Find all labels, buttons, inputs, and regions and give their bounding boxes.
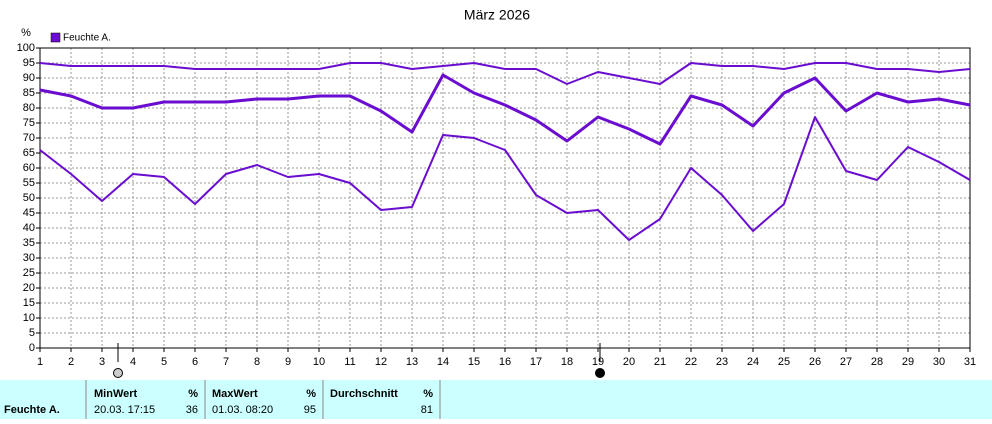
y-tick-label: 65 bbox=[23, 147, 35, 159]
x-tick-label: 24 bbox=[747, 356, 759, 368]
y-tick-label: 5 bbox=[29, 327, 35, 339]
x-tick-label: 4 bbox=[130, 356, 136, 368]
stats-table bbox=[0, 380, 992, 419]
data-line bbox=[39, 73, 971, 146]
y-tick-label: 20 bbox=[23, 282, 35, 294]
x-tick-label: 10 bbox=[313, 356, 325, 368]
y-unit: % bbox=[21, 27, 31, 39]
x-tick-label: 6 bbox=[192, 356, 198, 368]
y-tick-label: 0 bbox=[29, 342, 35, 354]
x-tick-label: 9 bbox=[285, 356, 291, 368]
y-tick-label: 15 bbox=[23, 297, 35, 309]
x-tick-label: 3 bbox=[99, 356, 105, 368]
x-tick-label: 1 bbox=[37, 356, 43, 368]
min-value: 36 bbox=[186, 404, 198, 416]
y-tick-label: 60 bbox=[23, 162, 35, 174]
y-tick-label: 90 bbox=[23, 72, 35, 84]
col-header: Durchschnitt bbox=[330, 388, 398, 400]
y-tick-label: 85 bbox=[23, 87, 35, 99]
x-tick-label: 30 bbox=[933, 356, 945, 368]
x-tick-label: 5 bbox=[161, 356, 167, 368]
plot-area: 0510152025303540455055606570758085909510… bbox=[17, 42, 976, 368]
y-tick-label: 55 bbox=[23, 177, 35, 189]
col-unit: % bbox=[306, 388, 316, 400]
x-tick-label: 22 bbox=[685, 356, 697, 368]
y-tick-label: 75 bbox=[23, 117, 35, 129]
x-tick-label: 13 bbox=[406, 356, 418, 368]
x-tick-label: 21 bbox=[654, 356, 666, 368]
max-time: 01.03. 08:20 bbox=[212, 404, 273, 416]
y-tick-label: 70 bbox=[23, 132, 35, 144]
col-header: MinWert bbox=[94, 388, 138, 400]
y-tick-label: 30 bbox=[23, 252, 35, 264]
min-time: 20.03. 17:15 bbox=[94, 404, 155, 416]
chart-title: März 2026 bbox=[464, 7, 530, 23]
x-tick-label: 11 bbox=[344, 356, 355, 368]
y-tick-label: 25 bbox=[23, 267, 35, 279]
x-tick-label: 8 bbox=[254, 356, 260, 368]
col-header: MaxWert bbox=[212, 388, 258, 400]
x-tick-label: 27 bbox=[840, 356, 852, 368]
x-tick-label: 31 bbox=[964, 356, 976, 368]
y-tick-label: 35 bbox=[23, 237, 35, 249]
row-label: Feuchte A. bbox=[4, 404, 60, 416]
avg-value: 81 bbox=[421, 404, 433, 416]
y-tick-label: 100 bbox=[17, 42, 35, 54]
y-tick-label: 45 bbox=[23, 207, 35, 219]
new-moon-icon bbox=[595, 368, 605, 378]
x-tick-label: 26 bbox=[809, 356, 821, 368]
y-tick-label: 10 bbox=[23, 312, 35, 324]
y-tick-label: 50 bbox=[23, 192, 35, 204]
x-tick-label: 23 bbox=[716, 356, 728, 368]
x-tick-label: 29 bbox=[902, 356, 914, 368]
x-tick-label: 14 bbox=[437, 356, 449, 368]
x-tick-label: 20 bbox=[623, 356, 635, 368]
x-tick-label: 28 bbox=[871, 356, 883, 368]
full-moon-icon bbox=[113, 368, 123, 378]
y-tick-label: 95 bbox=[23, 57, 35, 69]
x-tick-label: 15 bbox=[468, 356, 480, 368]
x-tick-label: 2 bbox=[68, 356, 74, 368]
x-tick-label: 25 bbox=[778, 356, 790, 368]
plot-border bbox=[39, 47, 971, 349]
y-tick-label: 40 bbox=[23, 222, 35, 234]
data-line bbox=[39, 62, 971, 85]
max-value: 95 bbox=[304, 404, 316, 416]
y-tick-label: 80 bbox=[23, 102, 35, 114]
col-unit: % bbox=[188, 388, 198, 400]
data-line bbox=[39, 116, 971, 241]
legend-swatch bbox=[50, 32, 61, 43]
x-tick-label: 18 bbox=[561, 356, 573, 368]
table-lines bbox=[85, 380, 441, 419]
x-tick-label: 19 bbox=[592, 356, 604, 368]
legend: Feuchte A. bbox=[50, 32, 111, 44]
x-tick-label: 12 bbox=[375, 356, 387, 368]
x-tick-label: 16 bbox=[499, 356, 511, 368]
x-tick-label: 17 bbox=[530, 356, 542, 368]
col-unit: % bbox=[423, 388, 433, 400]
x-tick-label: 7 bbox=[223, 356, 229, 368]
legend-label: Feuchte A. bbox=[63, 33, 111, 44]
